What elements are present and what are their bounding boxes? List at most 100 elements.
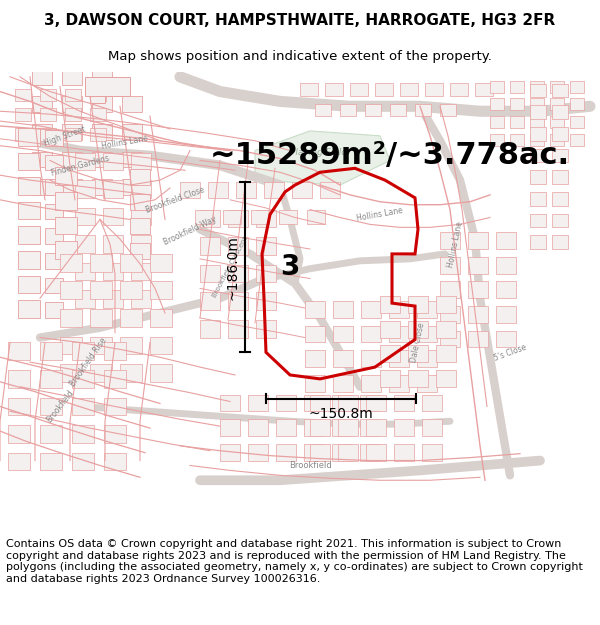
Bar <box>310 394 330 411</box>
Bar <box>248 444 268 461</box>
Bar <box>150 254 172 272</box>
Bar <box>223 209 241 224</box>
Bar <box>90 254 112 272</box>
Polygon shape <box>90 96 105 103</box>
Bar <box>440 257 460 274</box>
Bar <box>530 149 546 162</box>
Bar <box>375 82 393 96</box>
Bar <box>45 204 63 219</box>
Bar <box>490 116 504 128</box>
Bar <box>530 192 546 206</box>
Bar <box>550 134 564 146</box>
Bar <box>18 152 40 170</box>
Bar <box>530 106 546 119</box>
Bar <box>361 351 381 367</box>
Bar <box>256 238 276 255</box>
Bar <box>436 296 456 313</box>
Bar <box>332 444 352 461</box>
Bar <box>92 124 112 140</box>
Bar <box>276 419 296 436</box>
Bar <box>305 375 325 392</box>
Bar <box>417 326 437 342</box>
Bar <box>475 82 493 96</box>
Bar <box>131 152 151 170</box>
Text: Playing Field: Playing Field <box>290 148 347 157</box>
Bar <box>150 337 172 354</box>
Bar <box>552 149 568 162</box>
Text: Map shows position and indicative extent of the property.: Map shows position and indicative extent… <box>108 49 492 62</box>
Bar <box>228 292 248 310</box>
Bar <box>490 81 504 92</box>
Bar <box>32 69 52 84</box>
Bar <box>333 375 353 392</box>
Bar <box>304 444 324 461</box>
Bar <box>530 84 546 98</box>
Bar <box>92 152 112 168</box>
Bar <box>436 346 456 362</box>
Polygon shape <box>255 131 390 185</box>
Bar <box>122 96 142 112</box>
Bar <box>304 419 324 436</box>
Bar <box>496 331 516 348</box>
Bar <box>90 128 106 141</box>
Bar <box>103 152 123 170</box>
Bar <box>32 152 52 168</box>
Bar <box>60 254 82 272</box>
Bar <box>220 444 240 461</box>
Text: 3, DAWSON COURT, HAMPSTHWAITE, HARROGATE, HG3 2FR: 3, DAWSON COURT, HAMPSTHWAITE, HARROGATE… <box>44 12 556 28</box>
Bar <box>103 208 123 226</box>
Bar <box>338 444 358 461</box>
Bar <box>333 351 353 367</box>
Bar <box>200 238 220 255</box>
Bar <box>45 228 63 244</box>
Text: ~150.8m: ~150.8m <box>308 408 373 421</box>
Bar <box>75 262 95 281</box>
Bar <box>104 342 126 360</box>
Bar <box>60 337 82 354</box>
Bar <box>130 243 150 259</box>
Bar <box>552 192 568 206</box>
Bar <box>552 106 568 119</box>
Bar <box>75 180 95 198</box>
Bar <box>200 292 220 310</box>
Bar <box>417 301 437 318</box>
Bar <box>496 306 516 322</box>
Bar <box>130 169 150 185</box>
Bar <box>305 351 325 367</box>
Bar <box>450 82 468 96</box>
Bar <box>45 179 63 195</box>
Bar <box>440 104 456 116</box>
Bar <box>15 128 31 141</box>
Bar <box>530 127 546 141</box>
Bar <box>130 194 150 209</box>
Bar <box>120 337 142 354</box>
Bar <box>436 370 456 387</box>
Bar <box>120 309 142 327</box>
Bar <box>366 394 386 411</box>
Bar <box>530 235 546 249</box>
Bar <box>394 419 414 436</box>
Bar <box>510 99 524 110</box>
Bar <box>340 104 356 116</box>
Bar <box>530 214 546 228</box>
Bar <box>530 99 544 110</box>
Bar <box>256 320 276 338</box>
Bar <box>15 89 31 101</box>
Text: Brookfield: Brookfield <box>44 388 76 424</box>
Bar <box>468 281 488 298</box>
Bar <box>552 127 568 141</box>
Bar <box>468 257 488 274</box>
Text: Brookfield Crescent: Brookfield Crescent <box>211 235 248 298</box>
Bar <box>248 394 268 411</box>
Bar <box>552 84 568 98</box>
Bar <box>62 124 82 140</box>
Bar <box>72 425 94 443</box>
Bar <box>530 170 546 184</box>
Bar <box>8 398 30 415</box>
Bar <box>90 337 112 354</box>
Bar <box>65 108 81 121</box>
Polygon shape <box>85 77 130 96</box>
Text: Finden Gardens: Finden Gardens <box>50 153 110 178</box>
Bar <box>45 302 63 318</box>
Bar <box>40 452 62 471</box>
